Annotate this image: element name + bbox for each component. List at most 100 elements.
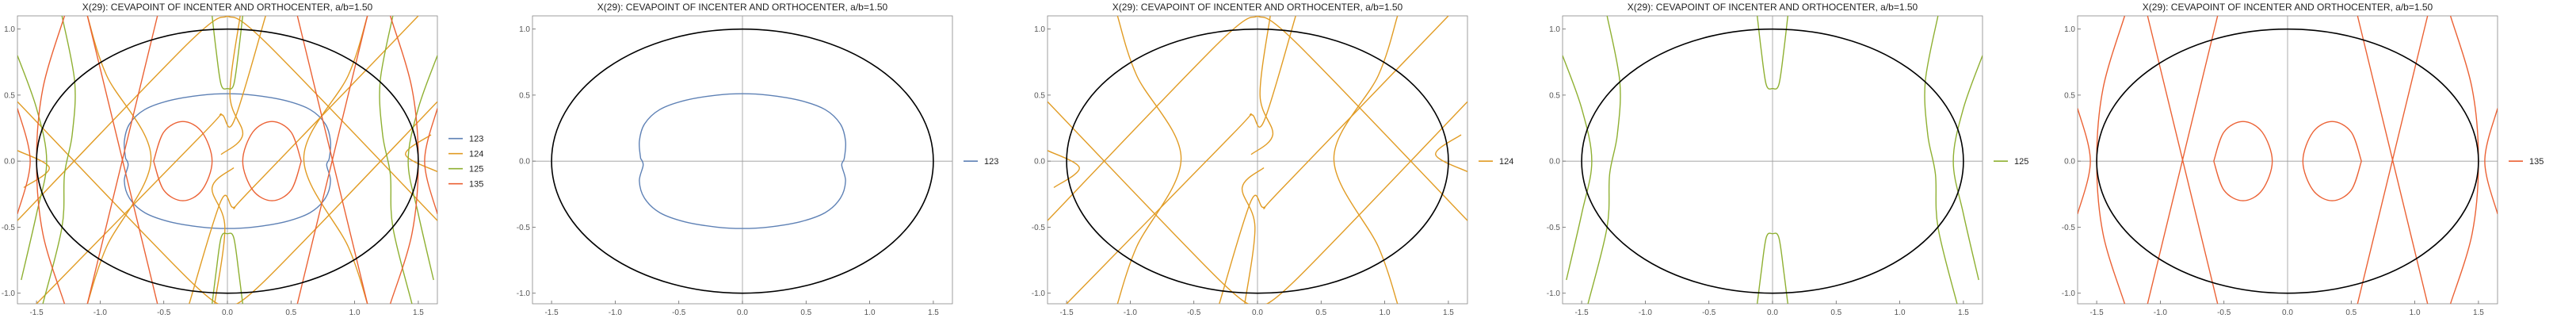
x-tick-label: 0.5	[1830, 309, 1841, 317]
legend-label-125: 125	[2014, 157, 2028, 167]
curve-123	[639, 93, 846, 229]
reference-ellipse	[1066, 28, 1449, 294]
x-tick-label: -1.5	[29, 309, 44, 317]
plot-area	[17, 16, 437, 304]
x-tick-label: 1.5	[1958, 309, 1969, 317]
x-tick-label: -1.0	[93, 309, 108, 317]
curve-124	[36, 16, 266, 304]
x-tick-label: -0.5	[2217, 309, 2231, 317]
curve-124	[17, 16, 228, 221]
curve-125	[1757, 232, 1788, 304]
x-tick-label: 0.5	[2345, 309, 2357, 317]
x-tick-label: 1.5	[2473, 309, 2484, 317]
curve-125	[212, 232, 243, 304]
chart-panel-5: X(29): CEVAPOINT OF INCENTER AND ORTHOCE…	[2062, 2, 2544, 317]
chart-panel-2: X(29): CEVAPOINT OF INCENTER AND ORTHOCE…	[517, 2, 999, 317]
y-tick-label: 0.5	[519, 91, 530, 100]
curve-124	[1250, 16, 1274, 155]
x-tick-label: 0.5	[1315, 309, 1326, 317]
x-tick-label: 0.0	[737, 309, 748, 317]
curve-135	[153, 121, 213, 201]
curve-124	[86, 16, 152, 304]
y-tick-label: -0.5	[1547, 224, 1561, 232]
plot-area	[1048, 16, 1467, 304]
curve-124	[1265, 101, 1467, 304]
reference-ellipse	[36, 28, 419, 294]
y-tick-label: 1.0	[519, 25, 530, 34]
x-tick-label: 1.5	[1443, 309, 1454, 317]
curve-125	[212, 16, 243, 90]
y-tick-label: 0.5	[2064, 91, 2075, 100]
reference-ellipse	[2096, 28, 2479, 294]
y-tick-label: 0.5	[1034, 91, 1045, 100]
chart-panel-3: X(29): CEVAPOINT OF INCENTER AND ORTHOCE…	[1032, 2, 1514, 317]
y-tick-label: 0.0	[2064, 158, 2075, 167]
x-tick-label: 0.5	[285, 309, 296, 317]
x-tick-label: -1.5	[1574, 309, 1589, 317]
y-tick-label: -0.5	[1032, 224, 1046, 232]
curve-123	[124, 93, 331, 229]
curve-124	[1048, 16, 1258, 221]
curve-125	[42, 16, 76, 304]
x-tick-label: 1.5	[928, 309, 939, 317]
curve-135	[2078, 108, 2091, 214]
x-tick-label: -0.5	[672, 309, 686, 317]
y-tick-label: -1.0	[2062, 289, 2076, 298]
curve-124	[1116, 16, 1182, 304]
curve-125	[1924, 16, 1958, 304]
legend-label-124: 124	[469, 150, 483, 159]
curve-135	[2213, 121, 2273, 201]
x-tick-label: 0.0	[222, 309, 233, 317]
x-tick-label: 0.0	[1252, 309, 1263, 317]
y-tick-label: 0.5	[4, 91, 15, 100]
curve-124	[17, 150, 50, 189]
legend-label-135: 135	[469, 180, 483, 190]
y-tick-label: -0.5	[517, 224, 531, 232]
curve-125	[1563, 55, 1593, 281]
x-tick-label: 0.0	[2282, 309, 2293, 317]
curve-125	[1952, 55, 1983, 281]
y-tick-label: -0.5	[2062, 224, 2076, 232]
curve-135	[424, 108, 437, 214]
x-tick-label: -0.5	[1187, 309, 1201, 317]
y-tick-label: 1.0	[1034, 25, 1045, 34]
x-tick-label: 0.5	[800, 309, 811, 317]
x-tick-label: -1.0	[609, 309, 623, 317]
x-tick-label: -1.5	[1059, 309, 1074, 317]
chart-title: X(29): CEVAPOINT OF INCENTER AND ORTHOCE…	[2143, 2, 2433, 13]
curve-124	[235, 101, 437, 304]
x-tick-label: -0.5	[1702, 309, 1716, 317]
curve-124	[1241, 167, 1265, 304]
legend-label-125: 125	[469, 165, 483, 174]
curve-125	[1587, 16, 1621, 304]
y-tick-label: 1.0	[1549, 25, 1560, 34]
plot-area	[2078, 16, 2498, 304]
y-tick-label: 0.0	[1034, 158, 1045, 167]
curve-124	[17, 101, 219, 304]
curve-124	[211, 167, 235, 304]
y-tick-label: -1.0	[1547, 289, 1561, 298]
x-tick-label: -1.0	[1639, 309, 1653, 317]
x-tick-label: 1.0	[1895, 309, 1906, 317]
curve-124	[1333, 16, 1399, 304]
chart-title: X(29): CEVAPOINT OF INCENTER AND ORTHOCE…	[1628, 2, 1918, 13]
curve-135	[17, 108, 31, 214]
curve-124	[189, 16, 419, 304]
curve-124	[1048, 101, 1250, 304]
x-tick-label: 1.0	[2410, 309, 2421, 317]
curve-135	[2096, 16, 2126, 304]
y-tick-label: -1.0	[2, 289, 16, 298]
x-tick-label: -1.0	[2154, 309, 2168, 317]
plot-area	[551, 28, 934, 294]
plot-area	[1563, 16, 1983, 304]
curve-124	[1435, 134, 1467, 173]
y-tick-label: 0.0	[519, 158, 530, 167]
y-tick-label: -1.0	[1032, 289, 1046, 298]
y-tick-label: 0.0	[4, 158, 15, 167]
curve-125	[17, 55, 48, 281]
curve-125	[379, 16, 413, 304]
reference-ellipse	[551, 28, 934, 294]
chart-panel-4: X(29): CEVAPOINT OF INCENTER AND ORTHOCE…	[1547, 2, 2029, 317]
chart-title: X(29): CEVAPOINT OF INCENTER AND ORTHOCE…	[597, 2, 888, 13]
